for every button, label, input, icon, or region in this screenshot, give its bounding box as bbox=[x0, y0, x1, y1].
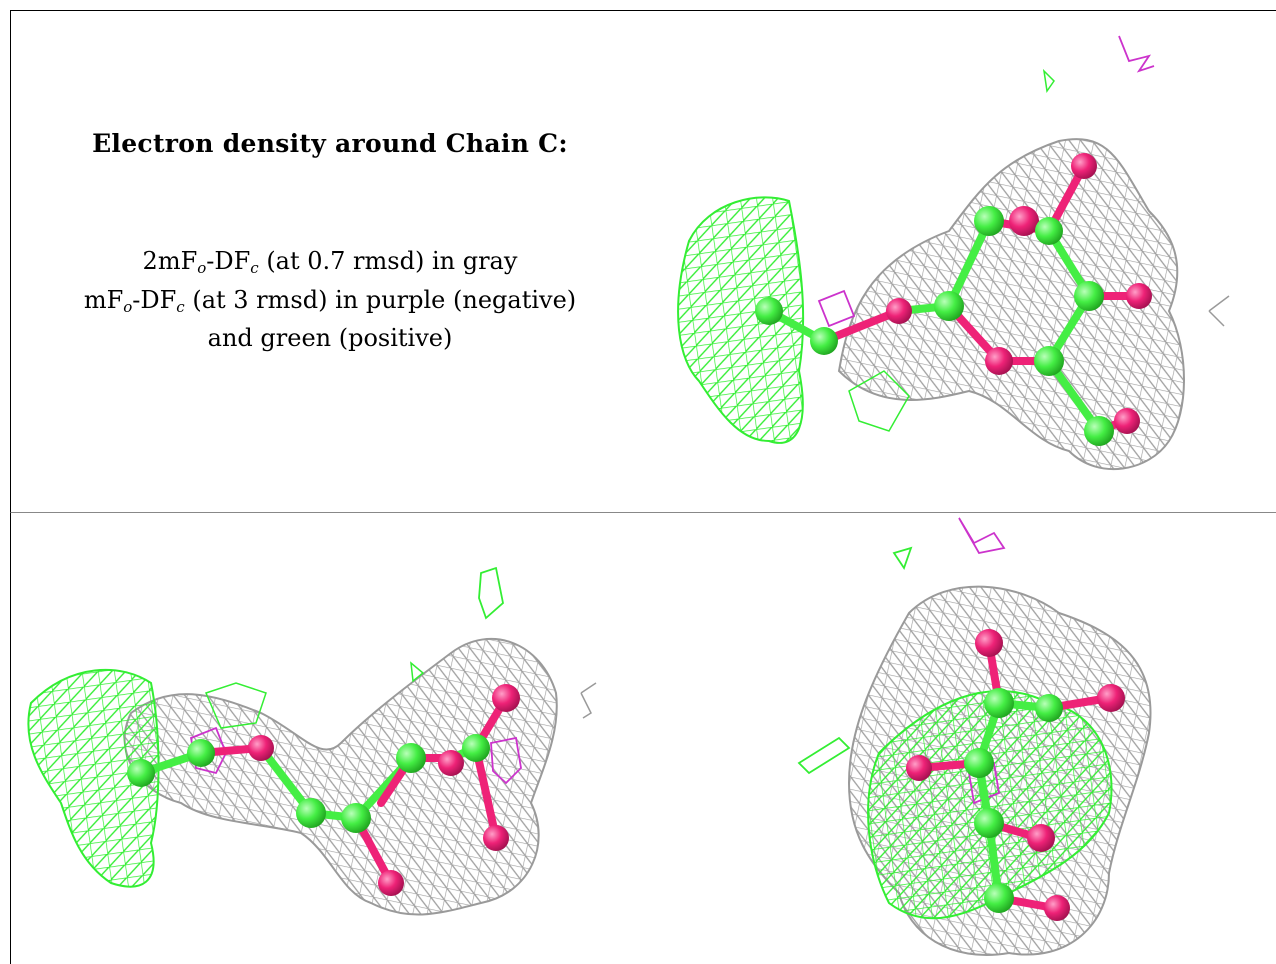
positive-density-speck bbox=[892, 546, 913, 571]
carbon-atom bbox=[127, 759, 155, 787]
negative-density-mesh bbox=[817, 289, 856, 328]
carbon-atom bbox=[1074, 281, 1104, 311]
density-view-top-right bbox=[649, 10, 1276, 512]
oxygen-atom bbox=[1097, 684, 1125, 712]
oxygen-atom bbox=[906, 755, 932, 781]
oxygen-atom bbox=[1114, 408, 1140, 434]
carbon-atom bbox=[341, 803, 371, 833]
carbon-atom bbox=[755, 297, 783, 325]
carbon-atom bbox=[296, 798, 326, 828]
caption-line-2fofc: 2mFo-DFc (at 0.7 rmsd) in gray bbox=[142, 247, 518, 277]
density-view-bottom-left bbox=[10, 512, 650, 964]
gray-density-speck bbox=[580, 682, 597, 719]
oxygen-atom bbox=[248, 735, 274, 761]
oxygen-atom bbox=[985, 347, 1013, 375]
oxygen-atom bbox=[1044, 895, 1070, 921]
carbon-atom bbox=[1034, 346, 1064, 376]
carbon-atom bbox=[934, 291, 964, 321]
carbon-atom bbox=[984, 883, 1014, 913]
positive-density-mesh-small bbox=[204, 682, 267, 729]
density-view-bottom-right bbox=[649, 512, 1276, 964]
positive-density-speck bbox=[1042, 68, 1055, 93]
oxygen-atom bbox=[886, 298, 912, 324]
carbon-atom bbox=[810, 327, 838, 355]
gray-density-mesh bbox=[123, 637, 558, 916]
figure-grid: Electron density around Chain C: 2mFo-DF… bbox=[10, 10, 1276, 964]
carbon-atom bbox=[1035, 217, 1063, 245]
caption-title: Electron density around Chain C: bbox=[92, 129, 568, 158]
carbon-atom bbox=[974, 808, 1004, 838]
oxygen-atom bbox=[975, 629, 1003, 657]
oxygen-atom bbox=[1009, 206, 1039, 236]
positive-density-mesh bbox=[677, 196, 805, 444]
negative-density-mesh-top bbox=[1118, 35, 1155, 73]
carbon-atom bbox=[462, 734, 490, 762]
oxygen-atom bbox=[438, 750, 464, 776]
gray-density-mesh bbox=[837, 138, 1185, 471]
oxygen-atom bbox=[1071, 153, 1097, 179]
negative-density-mesh bbox=[490, 736, 522, 785]
caption-panel: Electron density around Chain C: 2mFo-DF… bbox=[10, 10, 650, 512]
oxygen-atom bbox=[492, 684, 520, 712]
oxygen-atom bbox=[483, 825, 509, 851]
density-render-bottom-left bbox=[27, 566, 597, 916]
negative-density-mesh bbox=[958, 517, 1006, 555]
carbon-atom bbox=[396, 743, 426, 773]
carbon-atom bbox=[1035, 694, 1063, 722]
density-render-top-right bbox=[677, 35, 1230, 471]
carbon-atom bbox=[974, 206, 1004, 236]
density-render-bottom-right bbox=[797, 517, 1152, 956]
oxygen-atom bbox=[1027, 824, 1055, 852]
positive-density-speck bbox=[478, 566, 504, 620]
oxygen-atom bbox=[1126, 283, 1152, 309]
positive-density-mesh-small bbox=[848, 370, 910, 432]
gray-density-speck bbox=[1208, 295, 1230, 327]
caption-line-colors: and green (positive) bbox=[207, 324, 453, 352]
positive-density-speck bbox=[410, 661, 425, 683]
carbon-atom bbox=[187, 739, 215, 767]
carbon-atom bbox=[1084, 416, 1114, 446]
positive-density-mesh bbox=[27, 668, 160, 888]
carbon-atom bbox=[964, 748, 994, 778]
carbon-atom bbox=[984, 688, 1014, 718]
oxygen-atom bbox=[378, 870, 404, 896]
positive-density-mesh-small bbox=[797, 736, 851, 775]
caption-line-fofc: mFo-DFc (at 3 rmsd) in purple (negative) bbox=[83, 286, 577, 316]
